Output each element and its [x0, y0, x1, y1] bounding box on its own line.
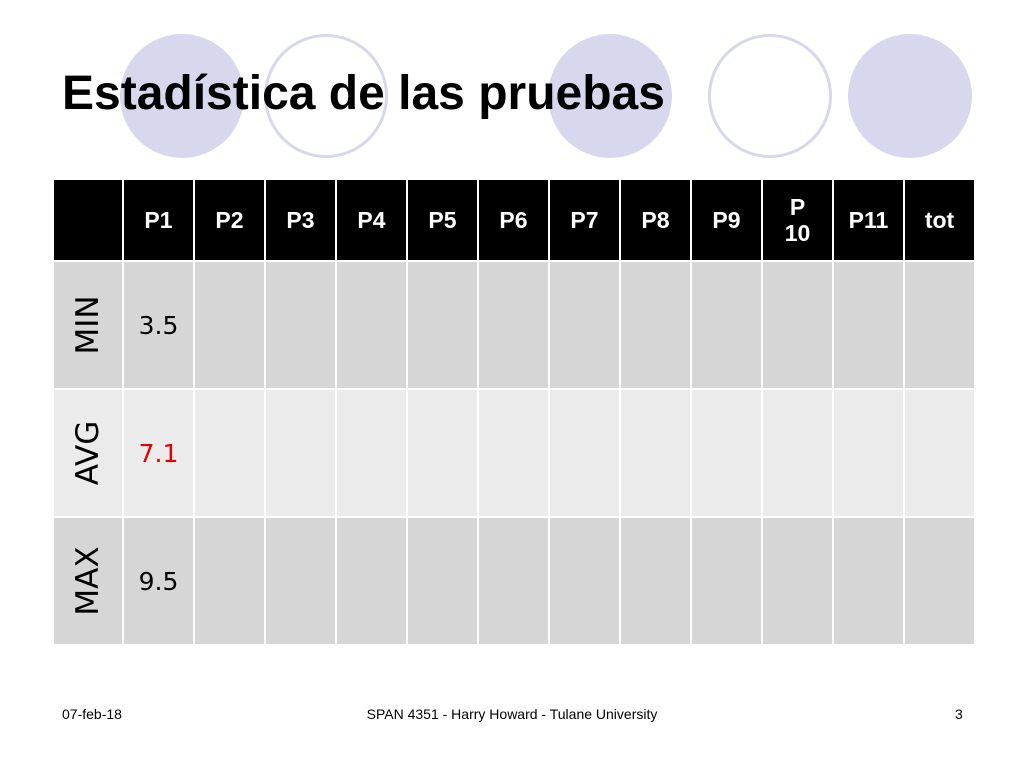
table-cell	[761, 388, 834, 518]
row-label: MAX	[70, 546, 106, 616]
footer-page-number: 3	[955, 706, 963, 722]
table-cell	[477, 260, 550, 390]
table-cell	[832, 516, 905, 646]
table-cell	[193, 516, 266, 646]
cell-value: 3.5	[138, 310, 179, 340]
table-cell: 9.5	[122, 516, 195, 646]
table-cell	[548, 516, 621, 646]
table-cell	[832, 388, 905, 518]
table-cell	[406, 388, 479, 518]
header-row: P1 P2 P3 P4 P5 P6 P7 P8 P9 P10 P11 tot	[52, 178, 976, 262]
table-cell	[690, 260, 763, 390]
table-cell	[193, 388, 266, 518]
decorative-circle-2	[264, 34, 388, 158]
header-cell-p2: P2	[193, 178, 266, 262]
footer-date: 07-feb-18	[62, 706, 122, 722]
stats-table: P1 P2 P3 P4 P5 P6 P7 P8 P9 P10 P11 tot M…	[52, 178, 976, 646]
row-label-cell: AVG	[52, 388, 124, 518]
table-cell	[548, 260, 621, 390]
cell-value: 9.5	[138, 566, 179, 596]
header-cell-p4: P4	[335, 178, 408, 262]
table-cell	[264, 388, 337, 518]
table-cell	[406, 516, 479, 646]
decorative-circle-4	[708, 34, 832, 158]
table-row-max: MAX 9.5	[52, 516, 976, 646]
table-cell	[619, 388, 692, 518]
table-cell	[335, 388, 408, 518]
table-cell	[477, 516, 550, 646]
table-cell	[903, 516, 976, 646]
table-cell	[264, 516, 337, 646]
header-cell-p11: P11	[832, 178, 905, 262]
header-cell-p10: P10	[761, 178, 834, 262]
footer-center: SPAN 4351 - Harry Howard - Tulane Univer…	[366, 706, 658, 722]
decorative-circle-1	[120, 34, 244, 158]
table-cell	[335, 516, 408, 646]
header-cell-p5: P5	[406, 178, 479, 262]
header-cell-p3: P3	[264, 178, 337, 262]
row-label-cell: MAX	[52, 516, 124, 646]
table-cell	[477, 388, 550, 518]
table-cell	[690, 516, 763, 646]
table-cell	[903, 260, 976, 390]
table-cell	[761, 260, 834, 390]
table-cell: 3.5	[122, 260, 195, 390]
table-cell	[903, 388, 976, 518]
table-cell	[761, 516, 834, 646]
table-cell	[832, 260, 905, 390]
decorative-circle-3	[548, 34, 672, 158]
table-cell	[406, 260, 479, 390]
header-cell-p7: P7	[548, 178, 621, 262]
header-label-p10: P10	[784, 193, 811, 246]
row-label-cell: MIN	[52, 260, 124, 390]
table-row-min: MIN 3.5	[52, 260, 976, 390]
table-cell	[619, 516, 692, 646]
row-label: MIN	[70, 295, 106, 355]
header-cell-empty	[52, 178, 124, 262]
table-cell	[548, 388, 621, 518]
table-cell	[690, 388, 763, 518]
table-cell	[335, 260, 408, 390]
slide-title: Estadística de las pruebas	[62, 67, 665, 120]
row-label: AVG	[70, 420, 106, 486]
header-cell-p9: P9	[690, 178, 763, 262]
header-cell-tot: tot	[903, 178, 976, 262]
table-cell	[264, 260, 337, 390]
cell-value-highlight: 7.1	[138, 438, 179, 468]
header-cell-p8: P8	[619, 178, 692, 262]
table-cell	[193, 260, 266, 390]
header-cell-p6: P6	[477, 178, 550, 262]
decorative-circle-5	[848, 34, 972, 158]
table-cell	[619, 260, 692, 390]
table-row-avg: AVG 7.1	[52, 388, 976, 518]
header-cell-p1: P1	[122, 178, 195, 262]
table-cell: 7.1	[122, 388, 195, 518]
